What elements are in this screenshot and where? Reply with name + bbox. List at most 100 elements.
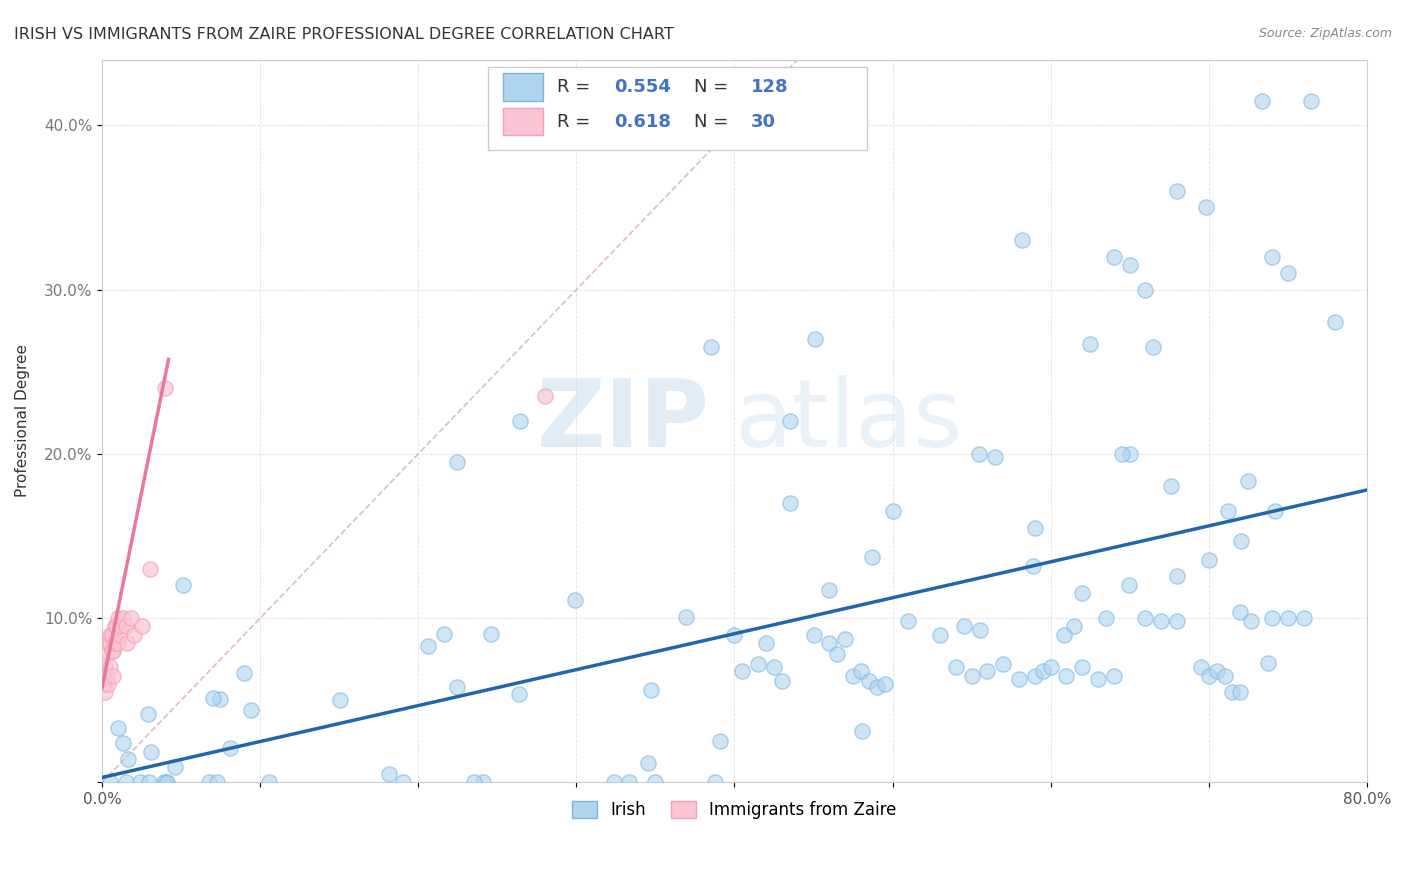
Point bbox=[984, 450, 1007, 464]
Point bbox=[1166, 615, 1188, 629]
Point bbox=[1054, 668, 1077, 682]
Text: 30: 30 bbox=[751, 112, 776, 131]
Point bbox=[471, 775, 494, 789]
Point bbox=[1240, 615, 1263, 629]
Point bbox=[858, 673, 880, 688]
Point bbox=[1039, 660, 1062, 674]
Point bbox=[138, 775, 160, 789]
Point bbox=[257, 775, 280, 789]
Text: ZIP: ZIP bbox=[536, 375, 709, 467]
Point bbox=[108, 627, 131, 641]
Text: 0.618: 0.618 bbox=[614, 112, 671, 131]
Point bbox=[929, 627, 952, 641]
FancyBboxPatch shape bbox=[503, 73, 544, 101]
Point bbox=[117, 636, 139, 650]
Point bbox=[232, 666, 254, 681]
Point bbox=[1150, 615, 1173, 629]
Text: N =: N = bbox=[695, 112, 734, 131]
Point bbox=[163, 760, 186, 774]
Point bbox=[1022, 558, 1045, 573]
Point bbox=[239, 703, 262, 717]
Point bbox=[860, 549, 883, 564]
Point bbox=[1063, 619, 1085, 633]
Point bbox=[945, 660, 967, 674]
Point bbox=[100, 644, 122, 658]
Point bbox=[1118, 578, 1140, 592]
Point bbox=[993, 657, 1015, 671]
Point bbox=[1251, 94, 1274, 108]
Point bbox=[1277, 611, 1299, 625]
Point bbox=[107, 636, 129, 650]
Point bbox=[1236, 475, 1258, 489]
Point bbox=[141, 745, 163, 759]
Point bbox=[1087, 672, 1109, 686]
Point bbox=[129, 775, 152, 789]
Point bbox=[463, 775, 485, 789]
Point bbox=[1222, 685, 1244, 699]
Point bbox=[1229, 685, 1251, 699]
Point bbox=[138, 562, 160, 576]
Point bbox=[98, 775, 121, 789]
Point bbox=[105, 619, 128, 633]
Point bbox=[1198, 668, 1220, 682]
Point bbox=[219, 741, 242, 756]
Point bbox=[804, 332, 827, 346]
Point bbox=[94, 660, 117, 674]
Point bbox=[851, 723, 873, 738]
Point bbox=[619, 775, 641, 789]
Point bbox=[1135, 611, 1157, 625]
Point bbox=[115, 775, 138, 789]
Text: R =: R = bbox=[557, 112, 596, 131]
Point bbox=[1261, 250, 1284, 264]
Point bbox=[96, 668, 118, 682]
Point bbox=[104, 636, 127, 650]
FancyBboxPatch shape bbox=[488, 67, 868, 150]
Point bbox=[1142, 340, 1164, 354]
Point bbox=[101, 644, 124, 658]
Point bbox=[1102, 250, 1125, 264]
Point bbox=[1205, 664, 1227, 678]
Point bbox=[110, 619, 132, 633]
Point bbox=[96, 644, 118, 658]
Point bbox=[897, 615, 920, 629]
Point bbox=[508, 687, 530, 701]
Point bbox=[1024, 521, 1046, 535]
Point bbox=[1053, 628, 1076, 642]
Point bbox=[107, 611, 129, 625]
Point bbox=[1264, 504, 1286, 518]
Point bbox=[209, 692, 232, 706]
Point bbox=[969, 623, 991, 637]
Point bbox=[747, 657, 769, 671]
Point bbox=[1198, 553, 1220, 567]
Point bbox=[1095, 611, 1118, 625]
Point bbox=[392, 775, 415, 789]
Point bbox=[418, 640, 440, 654]
Point bbox=[98, 627, 121, 641]
Point bbox=[1277, 266, 1299, 280]
Point bbox=[107, 721, 129, 735]
Point bbox=[100, 627, 122, 641]
Point bbox=[94, 685, 117, 699]
Point bbox=[779, 414, 801, 428]
Point bbox=[111, 611, 134, 625]
Point bbox=[603, 775, 626, 789]
Point bbox=[98, 636, 121, 650]
Point bbox=[1118, 447, 1140, 461]
Point bbox=[155, 381, 177, 395]
Point bbox=[509, 414, 531, 428]
Point bbox=[637, 756, 659, 770]
Point bbox=[1195, 201, 1218, 215]
Point bbox=[866, 680, 889, 694]
Point bbox=[1213, 668, 1236, 682]
Text: atlas: atlas bbox=[734, 375, 963, 467]
Point bbox=[882, 504, 904, 518]
Point bbox=[1102, 668, 1125, 682]
Point bbox=[136, 706, 159, 721]
Point bbox=[1189, 660, 1212, 674]
Point bbox=[378, 767, 401, 781]
Point bbox=[1071, 660, 1094, 674]
Point bbox=[1071, 586, 1094, 600]
FancyBboxPatch shape bbox=[503, 108, 544, 136]
Point bbox=[834, 632, 856, 647]
Point bbox=[564, 593, 586, 607]
